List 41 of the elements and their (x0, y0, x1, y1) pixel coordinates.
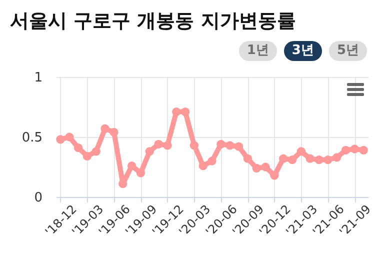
point (270, 171, 279, 180)
period-button: 1년 (238, 41, 277, 61)
point (350, 144, 359, 154)
point (278, 154, 288, 163)
point (110, 128, 118, 137)
y-tick-label: 0.5 (22, 130, 42, 146)
point (208, 156, 216, 166)
point (92, 147, 100, 156)
point (332, 153, 342, 162)
point (145, 147, 154, 156)
point (306, 154, 314, 163)
point (172, 107, 181, 116)
point (288, 155, 297, 164)
point (216, 140, 226, 149)
point (252, 164, 261, 173)
point (82, 152, 92, 161)
point (163, 141, 172, 150)
point (127, 161, 136, 170)
point (56, 135, 65, 144)
point (190, 141, 198, 150)
point (65, 132, 74, 142)
point (234, 142, 244, 151)
point (324, 155, 332, 164)
period-button: 3년 (284, 41, 322, 61)
y-tick-label: 0 (34, 190, 42, 206)
point (154, 140, 163, 149)
period-button: 5년 (328, 41, 367, 61)
point (341, 146, 350, 155)
point (314, 155, 324, 164)
chart-title: 서울시 구로구 개봉동 지가변동률 (10, 9, 296, 34)
point (243, 154, 252, 163)
point (261, 162, 270, 172)
point (180, 107, 190, 116)
point (226, 141, 234, 150)
point (136, 168, 146, 178)
y-tick-label: 1 (34, 70, 42, 86)
point (296, 147, 306, 156)
point (74, 143, 83, 152)
point (198, 161, 208, 170)
point (100, 124, 110, 133)
point (359, 146, 368, 155)
